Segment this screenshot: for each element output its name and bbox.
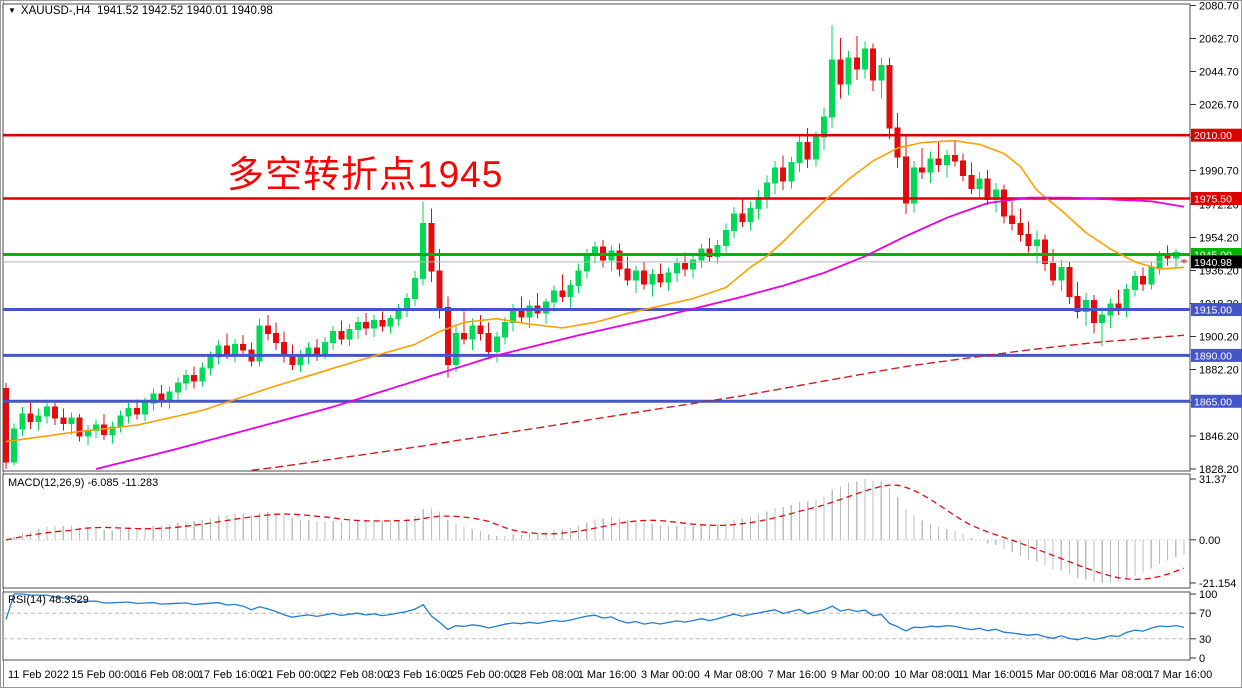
svg-text:2080.70: 2080.70 [1199,0,1239,12]
svg-text:2010.00: 2010.00 [1194,130,1232,142]
svg-text:15 Mar 00:00: 15 Mar 00:00 [1021,669,1086,681]
svg-text:1 Mar 16:00: 1 Mar 16:00 [578,669,637,681]
svg-text:1975.50: 1975.50 [1194,194,1232,206]
svg-text:3 Mar 00:00: 3 Mar 00:00 [641,669,700,681]
svg-text:1990.70: 1990.70 [1199,166,1239,178]
svg-text:1936.20: 1936.20 [1199,266,1239,278]
svg-text:2026.70: 2026.70 [1199,100,1239,112]
svg-text:1828.20: 1828.20 [1199,464,1239,476]
svg-text:11 Mar 16:00: 11 Mar 16:00 [958,669,1022,681]
svg-text:100: 100 [1199,589,1217,601]
svg-text:23 Feb 16:00: 23 Feb 16:00 [388,669,453,681]
svg-text:30: 30 [1199,634,1211,646]
svg-text:25 Feb 00:00: 25 Feb 00:00 [451,669,516,681]
svg-text:1915.00: 1915.00 [1194,305,1232,317]
price-axis[interactable]: 2080.702062.702044.702026.702008.701990.… [1190,0,1242,665]
svg-text:-21.154: -21.154 [1199,578,1236,590]
svg-text:28 Feb 08:00: 28 Feb 08:00 [514,669,579,681]
svg-text:1900.20: 1900.20 [1199,332,1239,344]
svg-text:1940.98: 1940.98 [1194,257,1232,269]
svg-text:22 Feb 08:00: 22 Feb 08:00 [325,669,390,681]
svg-text:70: 70 [1199,608,1211,620]
svg-text:1846.20: 1846.20 [1199,431,1239,443]
svg-text:15 Feb 00:00: 15 Feb 00:00 [71,669,136,681]
macd-pane[interactable] [2,473,1191,589]
svg-text:1882.20: 1882.20 [1199,365,1239,377]
svg-text:7 Mar 16:00: 7 Mar 16:00 [768,669,827,681]
svg-text:11 Feb 2022: 11 Feb 2022 [8,669,69,681]
svg-text:17 Mar 16:00: 17 Mar 16:00 [1147,669,1212,681]
svg-text:4 Mar 08:00: 4 Mar 08:00 [704,669,763,681]
svg-text:1865.00: 1865.00 [1194,396,1232,408]
svg-text:9 Mar 00:00: 9 Mar 00:00 [831,669,890,681]
svg-text:0: 0 [1199,653,1205,665]
svg-text:21 Feb 00:00: 21 Feb 00:00 [261,669,326,681]
svg-text:1890.00: 1890.00 [1194,350,1232,362]
svg-text:16 Feb 08:00: 16 Feb 08:00 [135,669,200,681]
svg-text:2062.70: 2062.70 [1199,33,1239,45]
svg-text:1954.20: 1954.20 [1199,233,1239,245]
svg-text:16 Mar 08:00: 16 Mar 08:00 [1084,669,1149,681]
svg-text:31.37: 31.37 [1199,474,1227,486]
svg-text:0.00: 0.00 [1199,535,1220,547]
svg-text:2044.70: 2044.70 [1199,67,1239,79]
rsi-pane[interactable] [2,591,1191,661]
svg-text:10 Mar 08:00: 10 Mar 08:00 [894,669,959,681]
svg-text:17 Feb 16:00: 17 Feb 16:00 [198,669,263,681]
